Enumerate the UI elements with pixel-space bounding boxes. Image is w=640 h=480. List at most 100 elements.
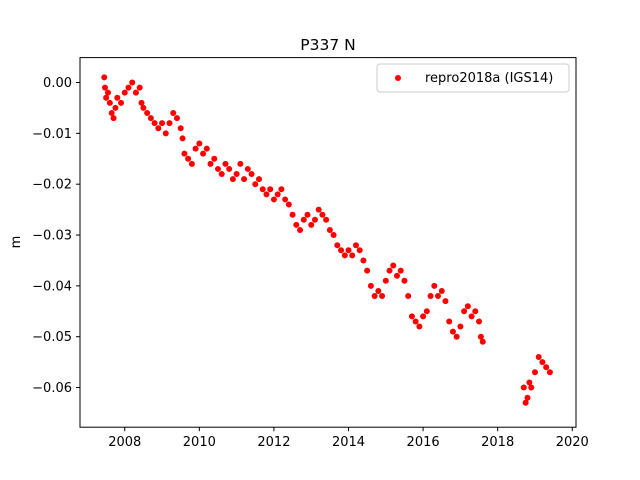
x-axis: 2008 2010 2012 2014 2016 2018 2020 [108, 427, 589, 450]
data-point [248, 171, 255, 178]
data-point [101, 84, 108, 91]
data-point [323, 216, 330, 223]
data-point [531, 369, 538, 376]
data-point [524, 394, 531, 401]
data-point [315, 206, 322, 213]
data-point [244, 165, 251, 172]
data-point [144, 110, 151, 117]
y-axis: 0.00 −0.01 −0.02 −0.03 −0.04 −0.05 −0.06 [32, 76, 80, 396]
data-point [267, 186, 274, 193]
data-point [543, 364, 550, 371]
x-tick-label: 2016 [407, 435, 440, 450]
data-point [226, 165, 233, 172]
data-point [338, 247, 345, 254]
data-point [522, 399, 529, 406]
data-point [397, 267, 404, 274]
data-point [477, 333, 484, 340]
data-point [472, 308, 479, 315]
data-point [138, 99, 145, 106]
data-point [140, 104, 147, 111]
data-point [200, 150, 207, 157]
data-point [334, 242, 341, 249]
data-point [427, 293, 434, 300]
data-point [526, 379, 533, 386]
plot-frame [79, 57, 577, 428]
data-point [431, 282, 438, 289]
data-point [416, 323, 423, 330]
data-point [435, 293, 442, 300]
data-point [293, 221, 300, 228]
data-point [263, 191, 270, 198]
data-point [408, 313, 415, 320]
data-point [308, 221, 315, 228]
y-tick-label: −0.01 [32, 127, 72, 142]
data-point [367, 282, 374, 289]
y-tick-label: −0.02 [32, 178, 72, 193]
data-point [453, 333, 460, 340]
data-point [528, 384, 535, 391]
data-point [356, 247, 363, 254]
data-point [360, 257, 367, 264]
data-point [132, 89, 139, 96]
data-point [192, 145, 199, 152]
y-tick-label: −0.03 [32, 229, 72, 244]
data-point [476, 318, 483, 325]
data-point [162, 130, 169, 137]
data-point [464, 303, 471, 310]
data-point [539, 359, 546, 366]
y-tick-label: 0.00 [43, 76, 72, 91]
data-point [546, 369, 553, 376]
data-point [222, 160, 229, 167]
data-point [259, 186, 266, 193]
data-point [278, 186, 285, 193]
data-point [108, 110, 115, 117]
data-point [297, 226, 304, 233]
data-point [218, 171, 225, 178]
data-point [185, 155, 192, 162]
data-point [326, 226, 333, 233]
data-point [207, 160, 214, 167]
data-point [252, 181, 259, 188]
data-point [159, 120, 166, 127]
data-point [442, 298, 449, 305]
x-tick-label: 2014 [332, 435, 365, 450]
data-point [179, 135, 186, 142]
data-point [420, 313, 427, 320]
data-point [375, 287, 382, 294]
data-point [155, 125, 162, 132]
data-point [103, 94, 110, 101]
data-point [125, 84, 132, 91]
y-tick-label: −0.05 [32, 330, 72, 345]
data-point [203, 145, 210, 152]
data-point [300, 216, 307, 223]
data-point [237, 160, 244, 167]
data-point [345, 247, 352, 254]
data-point [211, 155, 218, 162]
data-point [151, 120, 158, 127]
data-point [364, 267, 371, 274]
data-point [371, 293, 378, 300]
data-point [285, 201, 292, 208]
chart-title: P337 N [300, 36, 355, 54]
data-point [349, 252, 356, 259]
data-point [136, 84, 143, 91]
data-point [170, 110, 177, 117]
data-point [412, 318, 419, 325]
data-point [449, 328, 456, 335]
data-point [304, 211, 311, 218]
data-point [229, 176, 236, 183]
data-point [330, 232, 337, 239]
data-point [188, 160, 195, 167]
data-point [379, 293, 386, 300]
data-point [214, 165, 221, 172]
data-point [177, 125, 184, 132]
data-point [110, 115, 117, 122]
x-tick-label: 2010 [183, 435, 216, 450]
data-point [479, 338, 486, 345]
data-point [289, 211, 296, 218]
data-point [114, 94, 121, 101]
data-point [352, 242, 359, 249]
data-point [241, 176, 248, 183]
x-tick-label: 2012 [257, 435, 290, 450]
